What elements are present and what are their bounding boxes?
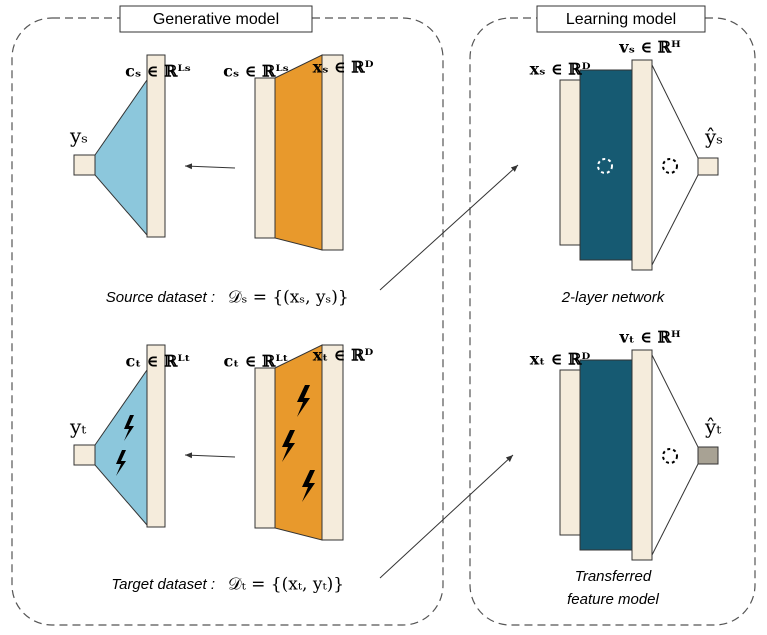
caption: Transferred [575,568,652,585]
input [321,54,344,251]
math-label: vₛ ∈ ℝᴴ [618,38,681,57]
output [697,446,719,465]
arrow [184,163,236,170]
arrow [379,454,514,579]
hidden [631,349,653,561]
math-label: xₛ ∈ ℝᴰ [313,58,374,77]
math-label: ŷₛ [704,125,723,149]
math-label: yₛ [69,124,88,148]
math-label: xₜ ∈ ℝᴰ [530,350,591,369]
noise-icons [116,385,315,502]
math-label: xₛ ∈ ℝᴰ [530,60,591,79]
title-box [536,5,706,33]
generator [274,54,323,251]
latent [254,77,276,239]
hidden [631,59,653,271]
caption: feature model [567,591,659,608]
title-box [119,5,313,33]
panel-title: Learning model [566,11,676,28]
arrow [184,452,236,459]
math-label: yₜ [69,415,86,439]
label-node [73,444,96,466]
input [559,79,581,246]
caption: Target dataset : [111,576,215,593]
edge [651,174,699,266]
generative-target: yₜ cₜ ∈ ℝᴸᵗ cₜ ∈ ℝᴸᵗ xₜ ∈ ℝᴰ Target data… [69,344,374,595]
math-label: ŷₜ [704,415,721,439]
output [697,157,719,176]
edge [651,463,699,556]
formula: 𝒟ₜ = {(xₜ, yₜ)} [228,575,344,595]
decoder [94,78,148,237]
caption: Source dataset : [106,289,215,306]
math-label: cₜ ∈ ℝᴸᵗ [224,352,289,371]
latent [146,344,166,528]
neuron-icon [597,158,613,174]
feature-layer [579,359,633,551]
caption: 2-layer network [561,289,666,306]
latent [146,54,166,238]
math-label: vₜ ∈ ℝᴴ [618,328,681,347]
math-label: cₜ ∈ ℝᴸᵗ [126,352,191,371]
panel-box [11,17,444,626]
neuron-icon [662,448,678,464]
formula: 𝒟ₛ = {(xₛ, yₛ)} [228,288,349,308]
generator [274,344,323,541]
latent [254,367,276,529]
neuron-icon [662,158,678,174]
label-node [73,154,96,176]
math-label: cₛ ∈ ℝᴸˢ [125,62,191,81]
math-label: xₜ ∈ ℝᴰ [313,346,374,365]
input [321,344,344,541]
learning-target: xₜ ∈ ℝᴰ vₜ ∈ ℝᴴ ŷₜ Transferred feature m… [530,328,722,608]
panel-title: Generative model [153,11,279,28]
learning-source: xₛ ∈ ℝᴰ vₛ ∈ ℝᴴ ŷₛ 2-layer network [530,38,723,306]
math-label: cₛ ∈ ℝᴸˢ [223,62,289,81]
generative-source: yₛ cₛ ∈ ℝᴸˢ cₛ ∈ ℝᴸˢ xₛ ∈ ℝᴰ Source data… [69,54,374,308]
decoder [94,368,148,527]
edge [651,64,699,159]
edge [651,354,699,448]
input [559,369,581,536]
feature-layer [579,69,633,261]
arrow [379,164,519,291]
